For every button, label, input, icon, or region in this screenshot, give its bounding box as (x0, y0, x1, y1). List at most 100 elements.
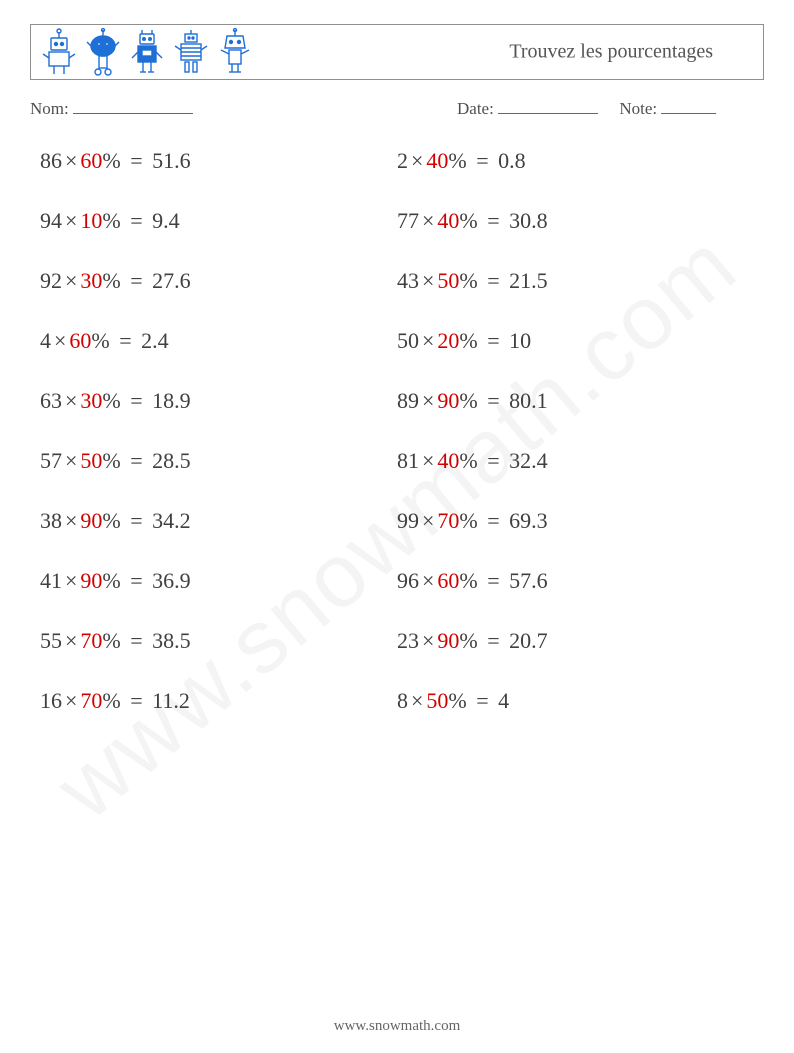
equals-symbol: = (467, 148, 498, 173)
percent-value: 40 (437, 208, 459, 233)
multiply-symbol: × (408, 148, 426, 173)
operand-a: 94 (40, 208, 62, 233)
operand-a: 77 (397, 208, 419, 233)
problems-right-column: 2×40% = 0.877×40% = 30.843×50% = 21.550×… (397, 148, 754, 748)
operand-a: 8 (397, 688, 408, 713)
equals-symbol: = (121, 688, 152, 713)
percent-value: 70 (80, 628, 102, 653)
equals-symbol: = (121, 508, 152, 533)
equals-symbol: = (121, 628, 152, 653)
problem-row: 16×70% = 11.2 (40, 688, 397, 714)
problem-row: 96×60% = 57.6 (397, 568, 754, 594)
result-value: 11.2 (152, 688, 190, 713)
robot-icon (41, 28, 77, 76)
operand-a: 55 (40, 628, 62, 653)
percent-value: 40 (437, 448, 459, 473)
robot-icon-row (31, 28, 253, 76)
operand-a: 96 (397, 568, 419, 593)
result-value: 30.8 (509, 208, 548, 233)
percent-symbol: % (102, 268, 120, 293)
problem-row: 57×50% = 28.5 (40, 448, 397, 474)
result-value: 2.4 (141, 328, 169, 353)
percent-value: 70 (437, 508, 459, 533)
problem-row: 99×70% = 69.3 (397, 508, 754, 534)
percent-symbol: % (448, 688, 466, 713)
problem-row: 50×20% = 10 (397, 328, 754, 354)
percent-value: 20 (437, 328, 459, 353)
percent-value: 70 (80, 688, 102, 713)
operand-a: 81 (397, 448, 419, 473)
date-blank (498, 96, 598, 114)
percent-symbol: % (102, 208, 120, 233)
operand-a: 38 (40, 508, 62, 533)
multiply-symbol: × (62, 268, 80, 293)
multiply-symbol: × (419, 388, 437, 413)
operand-a: 63 (40, 388, 62, 413)
percent-value: 30 (80, 268, 102, 293)
result-value: 21.5 (509, 268, 548, 293)
problem-row: 38×90% = 34.2 (40, 508, 397, 534)
operand-a: 41 (40, 568, 62, 593)
result-value: 20.7 (509, 628, 548, 653)
problem-row: 23×90% = 20.7 (397, 628, 754, 654)
percent-symbol: % (102, 448, 120, 473)
operand-a: 4 (40, 328, 51, 353)
robot-icon (217, 28, 253, 76)
operand-a: 57 (40, 448, 62, 473)
multiply-symbol: × (62, 448, 80, 473)
multiply-symbol: × (419, 568, 437, 593)
percent-symbol: % (459, 568, 477, 593)
worksheet-page: www.snowmath.com (0, 0, 794, 1053)
result-value: 36.9 (152, 568, 191, 593)
equals-symbol: = (121, 388, 152, 413)
result-value: 51.6 (152, 148, 191, 173)
problem-row: 77×40% = 30.8 (397, 208, 754, 234)
equals-symbol: = (478, 388, 509, 413)
multiply-symbol: × (62, 388, 80, 413)
percent-value: 50 (437, 268, 459, 293)
problem-row: 63×30% = 18.9 (40, 388, 397, 414)
percent-symbol: % (91, 328, 109, 353)
problem-row: 89×90% = 80.1 (397, 388, 754, 414)
result-value: 10 (509, 328, 531, 353)
percent-symbol: % (102, 148, 120, 173)
equals-symbol: = (478, 268, 509, 293)
percent-value: 60 (437, 568, 459, 593)
name-label: Nom: (30, 99, 69, 118)
percent-value: 90 (437, 388, 459, 413)
percent-value: 90 (437, 628, 459, 653)
problem-row: 4×60% = 2.4 (40, 328, 397, 354)
multiply-symbol: × (62, 508, 80, 533)
result-value: 0.8 (498, 148, 526, 173)
robot-icon (85, 28, 121, 76)
result-value: 38.5 (152, 628, 191, 653)
name-blank (73, 96, 193, 114)
operand-a: 50 (397, 328, 419, 353)
multiply-symbol: × (419, 628, 437, 653)
equals-symbol: = (478, 328, 509, 353)
percent-symbol: % (459, 508, 477, 533)
robot-icon (173, 28, 209, 76)
percent-value: 10 (80, 208, 102, 233)
multiply-symbol: × (419, 448, 437, 473)
equals-symbol: = (467, 688, 498, 713)
percent-symbol: % (102, 628, 120, 653)
operand-a: 99 (397, 508, 419, 533)
robot-icon (129, 28, 165, 76)
operand-a: 86 (40, 148, 62, 173)
multiply-symbol: × (419, 208, 437, 233)
percent-value: 90 (80, 508, 102, 533)
note-label: Note: (619, 99, 657, 118)
header-box: Trouvez les pourcentages (30, 24, 764, 80)
problem-row: 94×10% = 9.4 (40, 208, 397, 234)
date-label: Date: (457, 99, 494, 118)
percent-value: 90 (80, 568, 102, 593)
multiply-symbol: × (51, 328, 69, 353)
equals-symbol: = (478, 448, 509, 473)
percent-value: 50 (426, 688, 448, 713)
result-value: 4 (498, 688, 509, 713)
problem-row: 55×70% = 38.5 (40, 628, 397, 654)
percent-symbol: % (459, 268, 477, 293)
footer-url: www.snowmath.com (0, 1018, 794, 1035)
multiply-symbol: × (419, 328, 437, 353)
